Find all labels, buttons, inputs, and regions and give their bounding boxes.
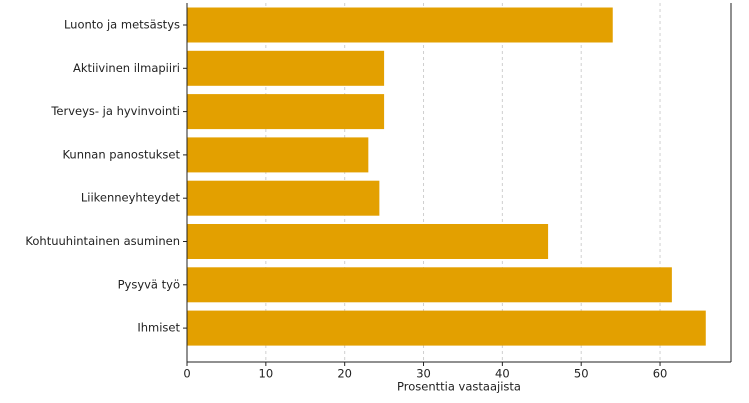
- y-tick-label: Kunnan panostukset: [62, 147, 180, 161]
- y-tick-label: Kohtuuhintainen asuminen: [25, 234, 180, 248]
- x-tick-label: 50: [574, 367, 589, 381]
- x-tick-label: 40: [495, 367, 510, 381]
- bar: [187, 7, 613, 43]
- y-tick-label: Liikenneyhteydet: [81, 191, 181, 205]
- bar: [187, 50, 385, 86]
- x-axis-label: Prosenttia vastaajista: [397, 380, 521, 394]
- bar: [187, 267, 672, 303]
- x-tick-label: 20: [337, 367, 352, 381]
- y-tick-label: Luonto ja metsästys: [64, 18, 180, 32]
- y-tick-label: Terveys- ja hyvinvointi: [50, 104, 180, 118]
- x-tick-label: 30: [416, 367, 431, 381]
- bar: [187, 310, 706, 346]
- x-tick-label: 10: [259, 367, 274, 381]
- y-tick-label: Ihmiset: [137, 321, 180, 335]
- bar: [187, 224, 549, 259]
- y-tick-label: Aktiivinen ilmapiiri: [73, 61, 180, 75]
- y-tick-label: Pysyvä työ: [118, 277, 180, 291]
- x-tick-label: 0: [183, 367, 190, 381]
- x-tick-label: 60: [653, 367, 668, 381]
- bar: [187, 137, 369, 173]
- bar: [187, 180, 380, 216]
- bar: [187, 94, 385, 130]
